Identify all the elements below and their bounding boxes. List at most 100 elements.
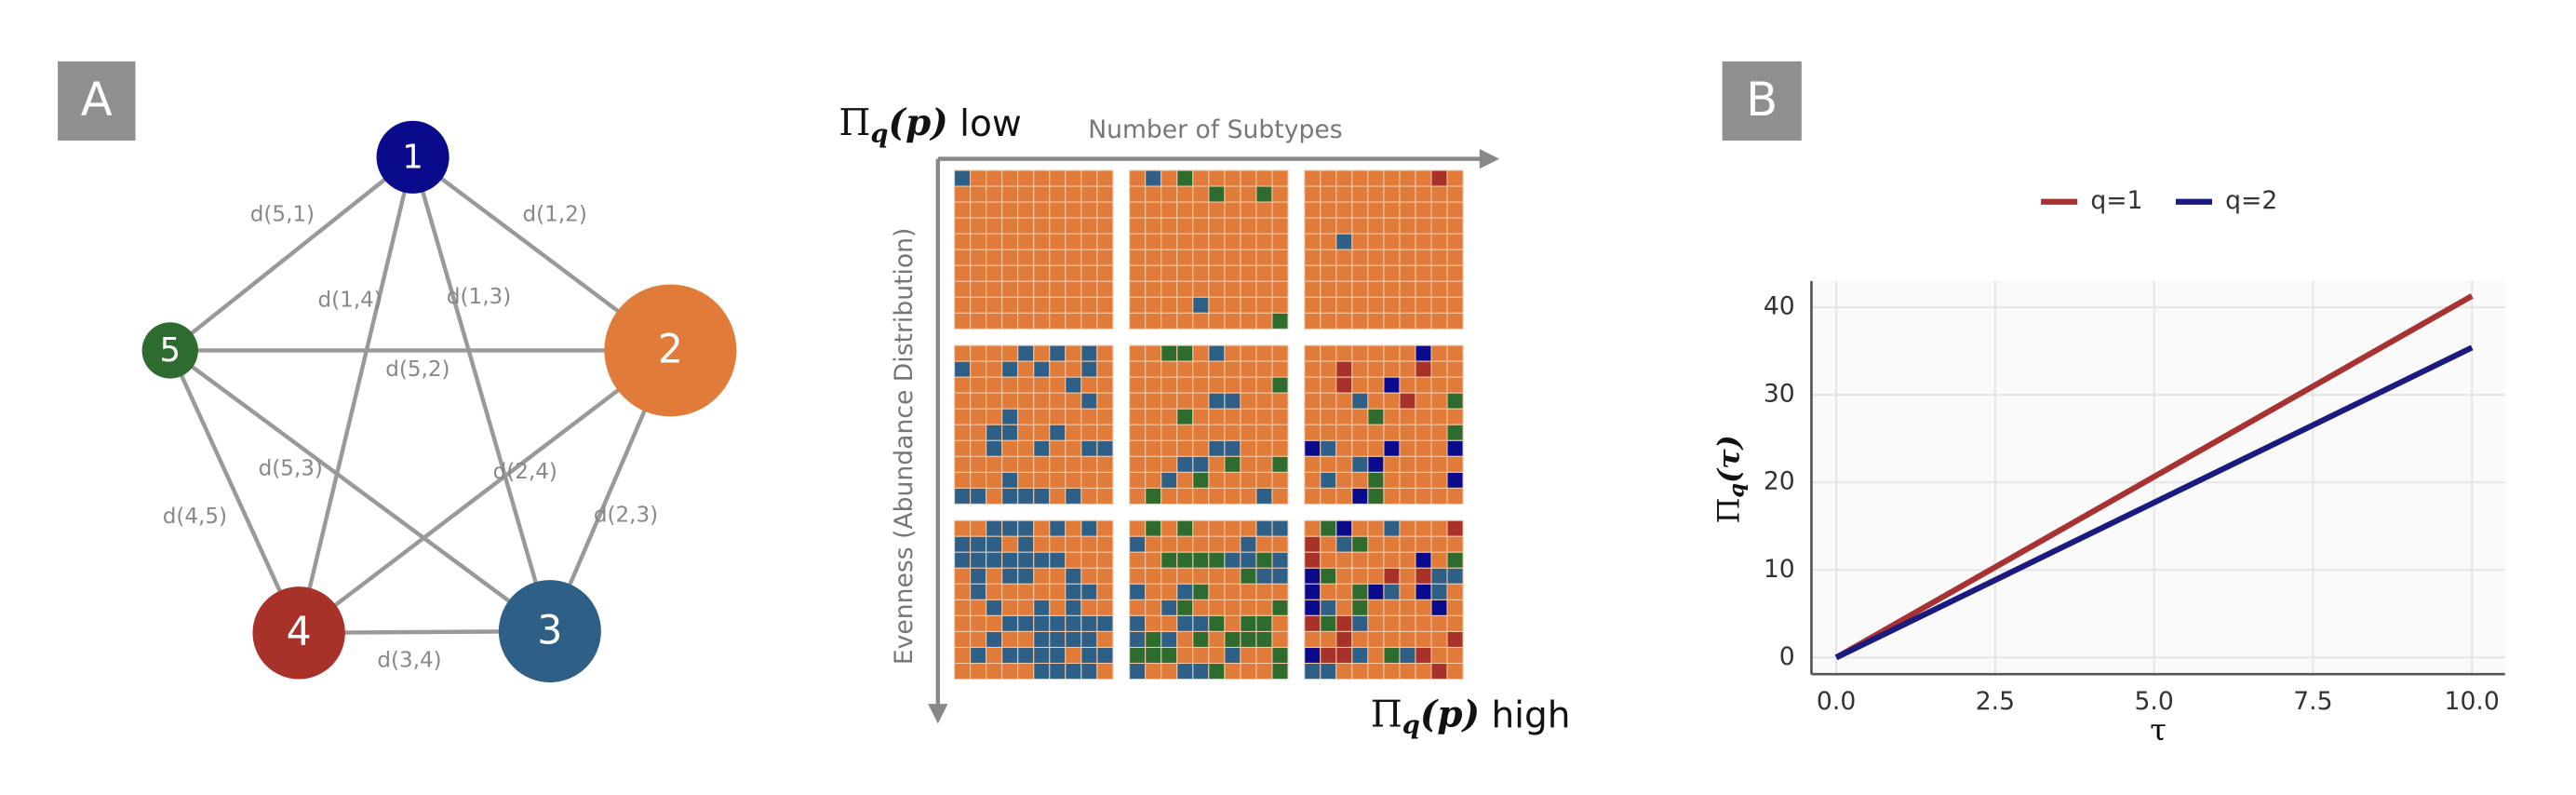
cell	[1367, 392, 1385, 410]
cell	[1096, 312, 1114, 330]
cell	[1080, 376, 1098, 394]
cell	[954, 535, 972, 553]
cell	[1255, 424, 1273, 441]
cell	[986, 217, 1003, 235]
cell	[1430, 599, 1448, 616]
cell	[1176, 360, 1194, 378]
cell	[1161, 280, 1178, 298]
cell	[1383, 360, 1401, 378]
cell	[986, 233, 1003, 250]
cell	[1335, 312, 1353, 330]
cell	[1208, 424, 1226, 441]
cell	[1320, 280, 1337, 298]
cell	[1415, 312, 1432, 330]
cell	[1065, 630, 1082, 648]
cell	[1415, 233, 1432, 250]
cell	[1145, 280, 1162, 298]
cell	[986, 169, 1003, 187]
subscript: q	[1402, 710, 1420, 740]
cell	[1049, 169, 1067, 187]
cell	[1145, 233, 1162, 250]
cell	[1208, 392, 1226, 410]
cell	[1383, 471, 1401, 489]
cell	[1096, 296, 1114, 314]
cell	[1399, 217, 1416, 235]
cell	[1129, 296, 1147, 314]
cell	[1017, 249, 1035, 266]
cell	[1208, 599, 1226, 616]
cell	[1271, 376, 1289, 394]
cell	[1446, 535, 1464, 553]
cell	[1367, 264, 1385, 282]
cell	[1320, 344, 1337, 362]
cell	[1033, 519, 1051, 537]
cell	[1065, 233, 1082, 250]
cell	[986, 264, 1003, 282]
cell	[1240, 455, 1257, 473]
cell	[1430, 630, 1448, 648]
cell	[1383, 614, 1401, 632]
cell	[1033, 424, 1051, 441]
cell	[1176, 583, 1194, 600]
cell	[1161, 233, 1178, 250]
cell	[1335, 662, 1353, 680]
cell	[1335, 376, 1353, 394]
cell	[1430, 376, 1448, 394]
cell	[1304, 360, 1322, 378]
cell	[1192, 217, 1210, 235]
cell	[1065, 567, 1082, 585]
cell	[1399, 344, 1416, 362]
cell	[1351, 535, 1369, 553]
cell	[1096, 360, 1114, 378]
cell	[970, 217, 987, 235]
cell	[1415, 662, 1432, 680]
cell	[1208, 201, 1226, 219]
cell	[1033, 614, 1051, 632]
cell	[1080, 424, 1098, 441]
x-tick-label: 10.0	[2445, 687, 2500, 716]
cell	[1240, 264, 1257, 282]
cell	[1145, 662, 1162, 680]
cell	[1033, 662, 1051, 680]
cell	[1001, 439, 1019, 457]
cell	[1351, 439, 1369, 457]
cell	[1049, 567, 1067, 585]
cell	[1399, 567, 1416, 585]
cell	[1145, 630, 1162, 648]
cell	[1065, 662, 1082, 680]
cell	[954, 264, 972, 282]
cell	[1271, 439, 1289, 457]
legend-label: q=1	[2090, 186, 2142, 215]
cell	[1017, 455, 1035, 473]
cell	[1065, 264, 1082, 282]
cell	[970, 630, 987, 648]
cell	[1399, 439, 1416, 457]
cell	[1001, 201, 1019, 219]
cell	[1129, 217, 1147, 235]
cell	[1224, 408, 1241, 425]
cell	[1192, 408, 1210, 425]
cell	[1161, 376, 1178, 394]
cell	[1446, 249, 1464, 266]
cell	[1096, 185, 1114, 203]
cell	[1049, 519, 1067, 537]
cell	[1255, 392, 1273, 410]
cell	[1001, 535, 1019, 553]
cell	[1367, 583, 1385, 600]
cell	[986, 662, 1003, 680]
cell	[1096, 169, 1114, 187]
cell	[1017, 599, 1035, 616]
cell	[1033, 344, 1051, 362]
cell	[1271, 424, 1289, 441]
cell	[1192, 471, 1210, 489]
cell	[1320, 455, 1337, 473]
cell	[1430, 249, 1448, 266]
cell	[1367, 296, 1385, 314]
cell	[1096, 233, 1114, 250]
cell	[1033, 646, 1051, 665]
cell	[1271, 360, 1289, 378]
cell	[1208, 646, 1226, 665]
cell	[1049, 185, 1067, 203]
cell	[1033, 312, 1051, 330]
cell	[1001, 408, 1019, 425]
